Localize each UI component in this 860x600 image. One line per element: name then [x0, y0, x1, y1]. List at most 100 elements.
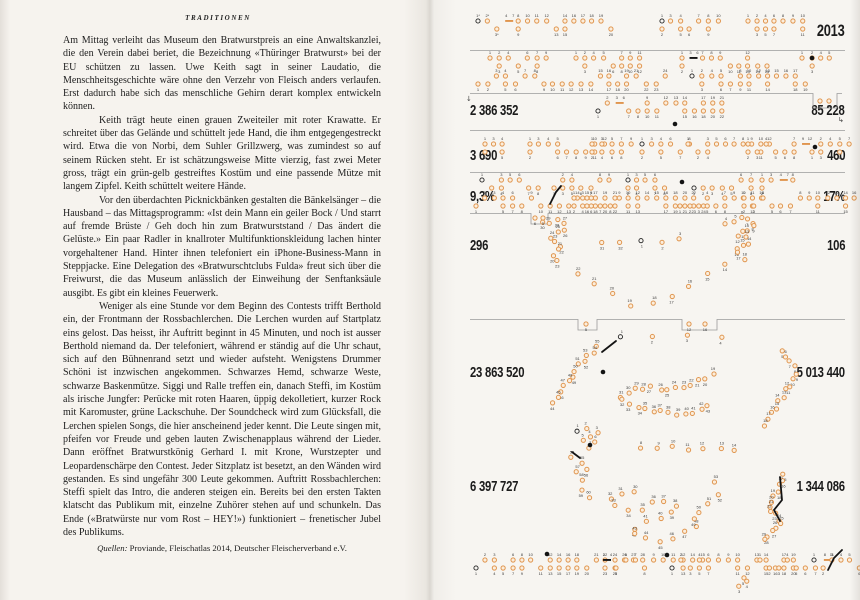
- stat-right-3: 106: [826, 238, 845, 254]
- svg-text:17: 17: [766, 411, 771, 416]
- svg-text:23: 23: [555, 263, 560, 268]
- svg-text:29: 29: [546, 215, 551, 220]
- svg-text:12: 12: [544, 13, 549, 18]
- svg-text:8: 8: [621, 69, 624, 74]
- svg-text:59: 59: [579, 493, 584, 498]
- svg-text:13: 13: [720, 441, 725, 446]
- svg-text:15: 15: [557, 571, 562, 576]
- svg-text:6: 6: [858, 571, 860, 576]
- svg-text:1: 1: [811, 155, 814, 160]
- svg-text:6: 6: [625, 552, 628, 557]
- svg-text:21: 21: [558, 241, 563, 246]
- svg-text:7: 7: [528, 191, 531, 196]
- svg-text:4: 4: [505, 13, 508, 18]
- svg-text:12: 12: [745, 50, 750, 55]
- dot-scatter: 1 2 345 67: [574, 421, 601, 451]
- svg-text:11: 11: [593, 155, 598, 160]
- svg-text:22: 22: [691, 190, 696, 195]
- svg-text:12: 12: [750, 209, 755, 214]
- svg-text:16: 16: [607, 68, 612, 73]
- svg-text:8: 8: [707, 13, 710, 18]
- svg-text:8: 8: [663, 191, 666, 196]
- svg-text:55: 55: [595, 338, 600, 343]
- svg-text:4: 4: [762, 190, 765, 195]
- flow-arrow-icon: ↳: [838, 116, 844, 124]
- svg-text:10: 10: [592, 136, 597, 141]
- svg-text:18: 18: [575, 552, 580, 557]
- dot-scatter: 543: [736, 575, 750, 594]
- svg-text:38: 38: [666, 404, 671, 409]
- svg-text:1: 1: [475, 209, 478, 214]
- svg-text:4: 4: [610, 552, 613, 557]
- svg-text:10: 10: [790, 382, 795, 387]
- svg-text:4: 4: [829, 136, 832, 141]
- svg-text:14: 14: [645, 190, 650, 195]
- svg-text:11: 11: [759, 155, 764, 160]
- svg-text:17: 17: [607, 87, 612, 92]
- svg-text:11: 11: [560, 87, 565, 92]
- stat-right-2: 17%: [823, 189, 845, 205]
- svg-text:10: 10: [539, 209, 544, 214]
- svg-text:1: 1: [679, 209, 682, 214]
- body-text: Am Mittag verleiht das Museum den Bratwu…: [63, 34, 381, 539]
- svg-text:10: 10: [747, 68, 752, 73]
- svg-text:31: 31: [600, 245, 605, 250]
- stat-left-1: 3 690: [470, 148, 498, 164]
- dot-scatter: 23 22 21 20 19 18 17 16 15 14: [554, 257, 728, 309]
- svg-text:11: 11: [535, 13, 540, 18]
- svg-text:20: 20: [603, 209, 608, 214]
- svg-text:11: 11: [626, 209, 631, 214]
- paragraph: Vor den überdachten Picknickbänken gesta…: [63, 194, 381, 299]
- svg-text:3: 3: [493, 190, 496, 195]
- svg-text:21: 21: [634, 68, 639, 73]
- svg-text:2: 2: [484, 190, 487, 195]
- svg-text:4: 4: [765, 136, 768, 141]
- svg-text:19: 19: [624, 68, 629, 73]
- svg-text:23: 23: [682, 380, 687, 385]
- svg-text:47: 47: [560, 377, 565, 382]
- svg-text:10: 10: [528, 552, 533, 557]
- svg-text:5: 5: [509, 172, 512, 177]
- svg-text:18: 18: [701, 114, 706, 119]
- svg-text:4: 4: [725, 216, 728, 221]
- svg-text:13: 13: [674, 95, 679, 100]
- svg-text:9: 9: [796, 377, 799, 382]
- svg-text:13: 13: [755, 552, 760, 557]
- svg-text:4: 4: [601, 155, 604, 160]
- paragraph: Am Mittag verleiht das Museum den Bratwu…: [63, 35, 381, 113]
- svg-text:16: 16: [692, 114, 697, 119]
- svg-text:13: 13: [635, 209, 640, 214]
- svg-text:16: 16: [773, 571, 778, 576]
- svg-text:54: 54: [593, 345, 598, 350]
- svg-text:7: 7: [589, 440, 592, 445]
- svg-text:10: 10: [628, 69, 633, 74]
- svg-text:1: 1: [603, 552, 606, 557]
- svg-text:6: 6: [784, 155, 787, 160]
- svg-text:12: 12: [557, 209, 562, 214]
- svg-text:1: 1: [481, 172, 484, 177]
- svg-text:28: 28: [764, 540, 769, 545]
- svg-text:24: 24: [777, 513, 782, 518]
- svg-text:10: 10: [735, 552, 740, 557]
- svg-text:6: 6: [654, 172, 657, 177]
- svg-text:6: 6: [740, 172, 743, 177]
- band-rules: [470, 50, 845, 331]
- svg-text:4: 4: [719, 340, 722, 345]
- stat-left-0: 2 386 352: [470, 103, 519, 119]
- svg-text:12: 12: [756, 68, 761, 73]
- svg-text:13: 13: [554, 32, 559, 37]
- svg-text:1: 1: [573, 190, 576, 195]
- svg-text:8: 8: [688, 136, 691, 141]
- svg-text:7: 7: [746, 222, 749, 227]
- svg-text:23: 23: [654, 87, 659, 92]
- svg-text:3: 3: [701, 87, 704, 92]
- section-header: TRADITIONEN: [185, 14, 251, 22]
- svg-text:14: 14: [775, 393, 780, 398]
- svg-text:10: 10: [800, 13, 805, 18]
